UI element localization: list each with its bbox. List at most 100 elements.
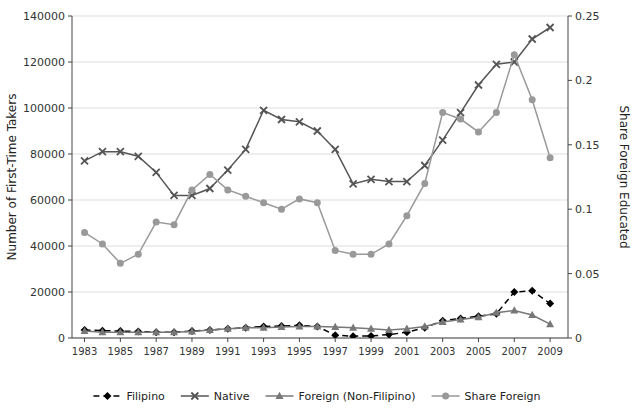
point (171, 192, 178, 199)
y-axis-line (72, 16, 73, 338)
point (439, 317, 447, 325)
point (260, 199, 267, 206)
x-tick (478, 338, 479, 342)
point (510, 306, 518, 313)
point (134, 328, 142, 335)
x-tick-label: 2009 (537, 346, 562, 357)
x-tick (227, 338, 228, 342)
y-tick-label: 40000 (30, 240, 65, 253)
point (242, 323, 250, 330)
point (242, 193, 249, 200)
point (421, 162, 428, 169)
point (116, 327, 124, 335)
point (278, 323, 286, 330)
point (403, 178, 410, 185)
point (224, 325, 232, 332)
grid-line (72, 338, 568, 339)
point (350, 180, 357, 187)
x-tick-label: 2007 (502, 346, 527, 357)
grid-line (72, 108, 568, 109)
point (260, 323, 268, 330)
y-tick-label: 0 (58, 332, 65, 345)
x-tick (514, 338, 515, 342)
point (474, 313, 482, 320)
y2-tick (568, 144, 572, 145)
point (350, 251, 357, 258)
point (547, 154, 554, 161)
legend-label: Native (214, 390, 250, 403)
y2-tick-label: 0.1 (575, 203, 593, 216)
point (349, 332, 357, 338)
x-tick (120, 338, 121, 342)
point (295, 321, 303, 329)
point (385, 326, 393, 333)
point (314, 128, 321, 135)
legend-item: Native (181, 390, 250, 403)
point (99, 148, 106, 155)
x-tick-label: 1983 (72, 346, 97, 357)
legend-label: Share Foreign (465, 390, 541, 403)
point (81, 327, 89, 334)
point (529, 96, 536, 103)
grid-line (72, 246, 568, 247)
x-tick-label: 2001 (394, 346, 419, 357)
legend-label: Foreign (Non-Filipino) (298, 390, 415, 403)
y2-tick-label: 0.25 (575, 10, 600, 23)
point (457, 314, 465, 322)
y2-tick-label: 0 (575, 332, 582, 345)
point (385, 178, 392, 185)
x-tick (84, 338, 85, 342)
point (331, 323, 339, 330)
point (421, 322, 429, 329)
legend: FilipinoNativeForeign (Non-Filipino)Shar… (93, 390, 540, 403)
y-tick-label: 100000 (23, 102, 65, 115)
point (547, 24, 554, 31)
point (511, 51, 518, 58)
y-tick (68, 200, 72, 201)
x-tick-label: 1999 (358, 346, 383, 357)
series-line (85, 310, 551, 332)
x-axis-line (72, 338, 568, 339)
point (206, 326, 214, 333)
point (170, 328, 178, 335)
point (224, 167, 231, 174)
x-tick (335, 338, 336, 342)
x-tick (299, 338, 300, 342)
point (152, 328, 160, 335)
point (171, 221, 178, 228)
point (153, 169, 160, 176)
point (313, 322, 321, 329)
y-tick (68, 292, 72, 293)
point (475, 128, 482, 135)
point (153, 219, 160, 226)
y-tick-label: 20000 (30, 286, 65, 299)
grid-line (72, 292, 568, 293)
grid (72, 16, 568, 338)
point (457, 315, 465, 322)
y-tick (68, 338, 72, 339)
point (81, 157, 88, 164)
legend-marker (275, 392, 283, 399)
grid-line (72, 200, 568, 201)
point (367, 332, 375, 338)
x-tick-label: 1993 (251, 346, 276, 357)
y2-tick (568, 338, 572, 339)
y-axis-label: Number of First-Time Takers (5, 94, 19, 261)
x-tick (442, 338, 443, 342)
point (546, 300, 554, 308)
x-tick-label: 1997 (322, 346, 347, 357)
point (475, 82, 482, 89)
x-tick-label: 1991 (215, 346, 240, 357)
point (367, 325, 375, 332)
point (385, 240, 392, 247)
x-tick (263, 338, 264, 342)
point (117, 260, 124, 267)
point (296, 118, 303, 125)
y2-tick (568, 209, 572, 210)
point (260, 323, 268, 331)
point (117, 148, 124, 155)
point (295, 322, 303, 329)
point (332, 146, 339, 153)
point (546, 320, 554, 327)
y-tick (68, 246, 72, 247)
